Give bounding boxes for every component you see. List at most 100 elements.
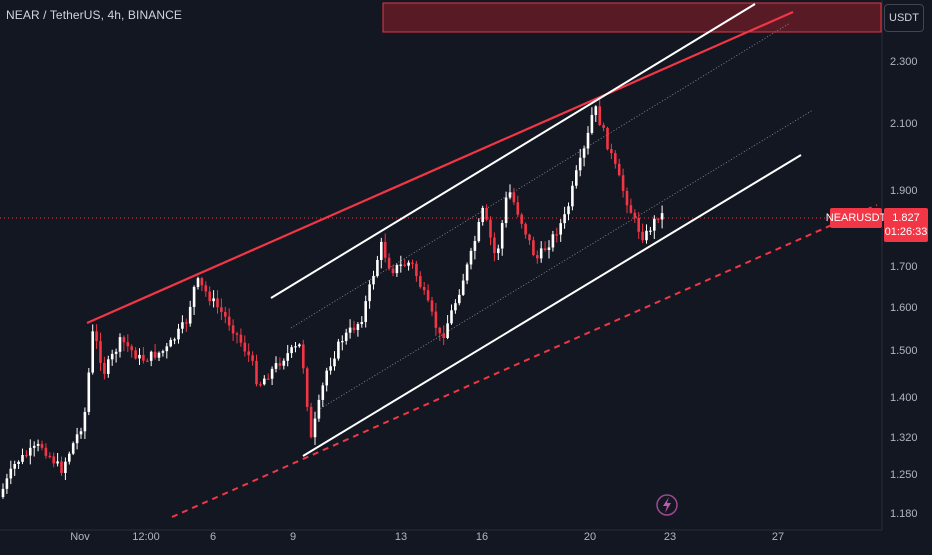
candle-body [376, 259, 379, 276]
candle-body [419, 276, 422, 287]
candle-body [493, 237, 496, 254]
candle-body [298, 344, 301, 347]
candle-body [524, 223, 527, 235]
candle-body [610, 149, 613, 154]
candle-body [71, 443, 75, 454]
candle-body [383, 241, 387, 258]
candle-body [118, 337, 122, 352]
currency-button[interactable]: USDT [884, 4, 924, 32]
mid-channel-line[interactable] [290, 22, 791, 329]
candle-body [617, 163, 621, 176]
candle-body [364, 301, 367, 322]
candle-body [614, 153, 617, 164]
candle-body [653, 218, 656, 231]
candle-body [399, 264, 403, 266]
candle-body [270, 368, 274, 379]
x-tick-label: Nov [70, 531, 90, 543]
resistance-zone[interactable] [382, 2, 882, 33]
symbol-header[interactable]: NEAR / TetherUS, 4h, BINANCE [6, 8, 182, 22]
candle-body [344, 332, 348, 342]
y-tick-label: 2.100 [890, 118, 918, 130]
candle-body [348, 327, 352, 333]
candle-body [536, 255, 539, 259]
upper-white-trendline[interactable] [270, 3, 756, 299]
red-dashed-support[interactable] [171, 204, 878, 518]
bar-countdown: 01:26:33 [884, 226, 928, 238]
candle-body [130, 346, 133, 351]
candle-body [360, 321, 364, 325]
candle-body [200, 278, 204, 286]
y-tick-label: 1.320 [890, 432, 918, 444]
candle-body [138, 354, 141, 359]
y-tick-label: 1.400 [890, 392, 918, 404]
candle-body [95, 331, 98, 342]
candle-body [239, 334, 243, 343]
y-tick-label: 1.500 [890, 345, 918, 357]
candle-body [169, 339, 172, 347]
candle-body [446, 323, 449, 339]
candle-body [110, 353, 114, 360]
candle-body [224, 311, 227, 317]
candle-body [641, 231, 644, 241]
candle-body [504, 197, 508, 224]
candle-body [500, 223, 504, 249]
candle-body [274, 363, 278, 369]
candle-body [621, 175, 625, 191]
candle-body [161, 351, 165, 353]
candle-body [321, 385, 325, 400]
candle-body [56, 461, 59, 464]
candle-body [146, 360, 149, 362]
candle-body [606, 127, 609, 150]
candle-body [372, 275, 375, 285]
candle-body [25, 454, 28, 457]
candle-body [9, 468, 13, 479]
candle-body [567, 206, 570, 215]
candle-body [547, 247, 551, 251]
lower-white-trendline[interactable] [302, 154, 802, 457]
candle-body [103, 362, 106, 374]
candle-body [309, 406, 313, 438]
candle-body [337, 341, 340, 359]
last-price-tag: 1.827 01:26:33 [884, 208, 928, 242]
candle-body [99, 341, 102, 363]
candle-body [380, 241, 383, 260]
candle-body [157, 352, 161, 358]
candle-body [594, 106, 598, 115]
upper-red-trendline[interactable] [86, 10, 794, 325]
candle-body [122, 337, 126, 343]
candle-body [17, 461, 20, 464]
candle-body [477, 222, 481, 242]
candle-body [395, 265, 399, 274]
candle-body [64, 461, 67, 473]
candle-body [75, 434, 79, 444]
candle-body [387, 257, 391, 269]
candle-body [485, 207, 488, 220]
x-tick-label: 27 [772, 531, 784, 543]
candle-body [403, 264, 406, 266]
candle-body [235, 333, 239, 335]
lightning-icon[interactable] [656, 494, 678, 516]
candle-body [559, 223, 562, 235]
candle-body [263, 378, 266, 385]
x-tick-label: 23 [664, 531, 676, 543]
candle-body [204, 285, 208, 292]
symbol-price-tag: NEARUSDT [826, 208, 886, 228]
candle-body [220, 307, 223, 312]
candle-body [192, 286, 196, 307]
candle-body [247, 351, 250, 356]
candle-body [645, 230, 648, 241]
candle-body [165, 346, 169, 352]
candle-body [40, 443, 44, 448]
candle-body [563, 214, 566, 224]
candle-body [465, 264, 469, 281]
mid-channel-line-2[interactable] [317, 109, 814, 411]
candle-body [231, 325, 235, 334]
candle-body [21, 454, 24, 462]
candle-body [481, 207, 484, 223]
candle-body [44, 447, 48, 456]
candle-body [52, 456, 55, 464]
candle-body [602, 125, 605, 128]
candle-body [302, 344, 305, 369]
